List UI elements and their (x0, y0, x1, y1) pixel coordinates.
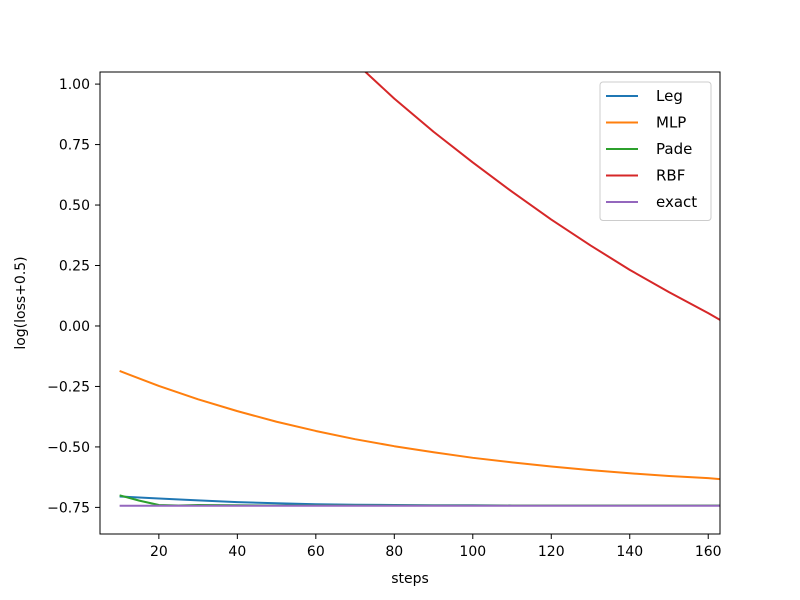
y-tick-label: 0.00 (59, 319, 90, 335)
x-tick-label: 40 (228, 544, 246, 560)
y-tick-label: −0.25 (47, 379, 90, 395)
x-tick-label: 80 (385, 544, 403, 560)
x-tick-label: 120 (538, 544, 565, 560)
y-tick-label: 0.25 (59, 259, 90, 275)
y-axis-ticks: −0.75 −0.50 −0.25 0.00 0.25 0.50 0.75 1.00 (47, 77, 100, 516)
legend: Leg MLP Pade RBF exact (599, 81, 712, 221)
series-line-mlp (119, 370, 720, 481)
x-axis-label: steps (391, 571, 429, 587)
legend-label-mlp: MLP (656, 114, 686, 132)
x-axis-ticks: 20 40 60 80 100 120 140 160 (150, 534, 722, 560)
x-tick-label: 100 (459, 544, 486, 560)
x-tick-label: 140 (616, 544, 643, 560)
series-line-rbf (364, 72, 720, 321)
legend-box (599, 81, 712, 221)
y-axis-label: log(loss+0.5) (13, 256, 29, 349)
legend-label-leg: Leg (656, 87, 683, 105)
legend-label-exact: exact (656, 193, 697, 211)
series-lines (119, 72, 720, 507)
x-tick-label: 160 (695, 544, 722, 560)
x-tick-label: 20 (150, 544, 168, 560)
y-tick-label: −0.50 (47, 440, 90, 456)
y-tick-label: −0.75 (47, 500, 90, 516)
x-tick-label: 60 (307, 544, 325, 560)
plot-frame (99, 71, 721, 535)
y-tick-label: 0.50 (59, 198, 90, 214)
legend-label-rbf: RBF (656, 167, 685, 185)
legend-label-pade: Pade (656, 140, 692, 158)
y-tick-label: 0.75 (59, 138, 90, 154)
y-tick-label: 1.00 (59, 77, 90, 93)
